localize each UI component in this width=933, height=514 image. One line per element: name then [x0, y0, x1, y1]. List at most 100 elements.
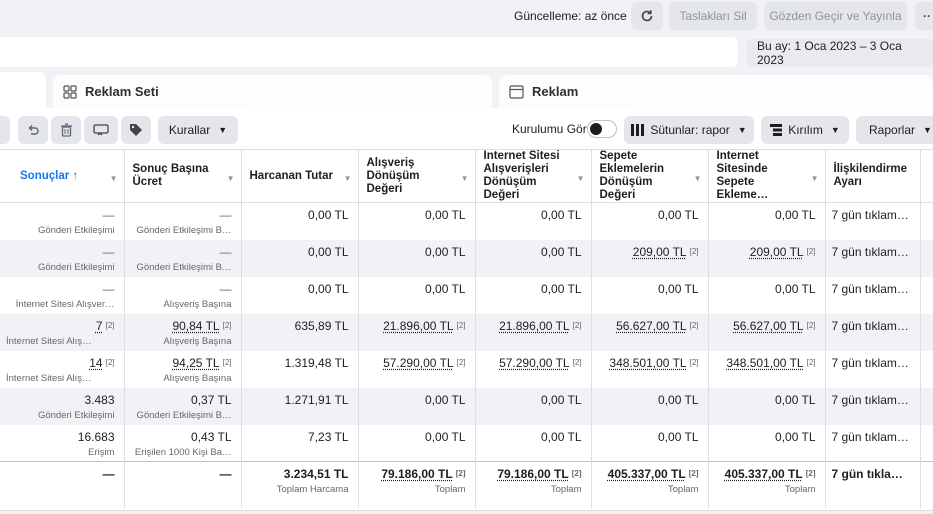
table-row[interactable]: — Gönderi Etkileşimi — Gönderi Etkileşimi … — [0, 202, 933, 240]
column-resize-handle[interactable] — [920, 150, 933, 203]
chevron-down-icon: ▼ — [923, 125, 932, 135]
row-end-cell — [920, 202, 933, 240]
tag-button[interactable] — [121, 116, 151, 144]
chevron-down-icon: ▼ — [218, 125, 228, 135]
search-input[interactable] — [0, 37, 738, 67]
ad-window-icon — [509, 84, 524, 99]
reports-label: Raporlar — [869, 123, 916, 137]
cost-per-result-cell: — Alışveriş Başına — [124, 276, 242, 314]
chevron-down-icon[interactable]: ▼ — [109, 174, 118, 183]
delete-drafts-button[interactable]: Taslakları Sil — [669, 2, 757, 30]
view-setup-label: Kurulumu Gör — [512, 122, 587, 136]
ab-test-icon — [93, 124, 109, 136]
web-atc-value-cell: 0,00 TL — [708, 424, 826, 462]
spend-cell: 0,00 TL — [241, 239, 359, 277]
atc-value-cell: 0,00 TL — [591, 276, 709, 314]
results-cell: 16.683 Erişim — [0, 424, 125, 462]
atc-value-cell[interactable]: 348.501,00 TL [2] — [591, 350, 709, 388]
attribution-cell: 7 gün tıklama… — [825, 350, 921, 388]
chevron-down-icon[interactable]: ▼ — [226, 174, 235, 183]
view-setup-toggle[interactable] — [587, 120, 617, 138]
row-end-cell — [920, 424, 933, 462]
total-cost-per-result-cell: — — [124, 461, 242, 508]
columns-label: Sütunlar: rapor — [650, 123, 730, 137]
tag-icon — [130, 124, 142, 136]
column-header-attribution[interactable]: İlişkilendirme Ayarı — [825, 150, 921, 203]
totals-row: — — 3.234,51 TL Toplam Harcama 79.186,00 … — [0, 461, 933, 508]
atc-value-cell[interactable]: 209,00 TL [2] — [591, 239, 709, 277]
table-row[interactable]: — Gönderi Etkileşimi — Gönderi Etkileşimi … — [0, 239, 933, 277]
row-end-cell — [920, 276, 933, 314]
spend-cell: 635,89 TL — [241, 313, 359, 351]
purchase-value-cell[interactable]: 21.896,00 TL [2] — [358, 313, 476, 351]
chevron-down-icon[interactable]: ▼ — [343, 174, 352, 183]
column-header-web-add-to-cart[interactable]: İnternet Sitesinde Sepete Ekleme… ▼ — [708, 150, 826, 203]
total-attribution-cell: 7 gün tıklama … — [825, 461, 921, 508]
row-end-cell — [920, 313, 933, 351]
purchase-value-cell: 0,00 TL — [358, 387, 476, 425]
column-header-amount-spent[interactable]: Harcanan Tutar ▼ — [241, 150, 359, 203]
web-purchase-value-cell[interactable]: 57.290,00 TL [2] — [475, 350, 592, 388]
attribution-cell: 7 gün tıklama… — [825, 239, 921, 277]
purchase-value-cell[interactable]: 57.290,00 TL [2] — [358, 350, 476, 388]
web-atc-value-cell[interactable]: 209,00 TL [2] — [708, 239, 826, 277]
breakdown-button[interactable]: Kırılım ▼ — [761, 116, 849, 144]
breakdown-icon — [770, 124, 783, 136]
tab-ads-label: Reklam — [532, 84, 579, 99]
results-cell[interactable]: 14 [2] İnternet Sitesi Alış… — [0, 350, 125, 388]
column-header-results[interactable]: Sonuçlar ↑ ▼ — [0, 150, 125, 203]
column-header-web-purchase-value[interactable]: İnternet Sitesi Alışverişleri Dönüşüm De… — [475, 150, 592, 203]
tab-campaigns[interactable] — [0, 72, 46, 108]
web-atc-value-cell[interactable]: 348.501,00 TL [2] — [708, 350, 826, 388]
toggle-knob — [590, 123, 602, 135]
chevron-down-icon: ▼ — [737, 125, 747, 135]
delete-button[interactable] — [51, 116, 81, 144]
level-tabs: Reklam Seti Reklam — [0, 72, 933, 108]
columns-button[interactable]: Sütunlar: rapor ▼ — [624, 116, 754, 144]
filter-bar: Bu ay: 1 Oca 2023 – 3 Oca 2023 ▼ — [0, 34, 933, 72]
atc-value-cell: 0,00 TL — [591, 202, 709, 240]
web-atc-value-cell: 0,00 TL — [708, 202, 826, 240]
row-end-cell — [920, 461, 933, 508]
column-header-purchase-value[interactable]: Alışveriş Dönüşüm Değeri ▼ — [358, 150, 476, 203]
web-purchase-value-cell[interactable]: 21.896,00 TL [2] — [475, 313, 592, 351]
results-cell: — İnternet Sitesi Alışver… — [0, 276, 125, 314]
attribution-cell: 7 gün tıklama… — [825, 424, 921, 462]
chevron-down-icon[interactable]: ▼ — [576, 174, 585, 183]
date-range-picker[interactable]: Bu ay: 1 Oca 2023 – 3 Oca 2023 ▼ — [746, 39, 933, 67]
more-options-button[interactable]: ·· — [915, 2, 933, 30]
column-header-add-to-cart-value[interactable]: Sepete Eklemelerin Dönüşüm Değeri ▼ — [591, 150, 709, 203]
chevron-down-icon[interactable]: ▼ — [810, 174, 819, 183]
column-header-cost-per-result[interactable]: Sonuç Başına Ücret ▼ — [124, 150, 242, 203]
reports-button[interactable]: Raporlar ▼ — [856, 116, 933, 144]
refresh-button[interactable] — [631, 2, 663, 30]
edit-button[interactable] — [0, 116, 10, 144]
total-atc-value-cell[interactable]: 405.337,00 TL [2] Toplam — [591, 461, 709, 508]
atc-value-cell[interactable]: 56.627,00 TL [2] — [591, 313, 709, 351]
tab-ad-sets[interactable]: Reklam Seti — [53, 75, 492, 108]
results-cell[interactable]: 7 [2] İnternet Sitesi Alış… — [0, 313, 125, 351]
table-row[interactable]: 14 [2] İnternet Sitesi Alış… 94,25 TL [2] Al… — [0, 350, 933, 388]
results-table: Sonuçlar ↑ ▼ Sonuç Başına Ücret ▼ Harcanan… — [0, 150, 933, 512]
columns-icon — [631, 124, 645, 136]
web-purchase-value-cell: 0,00 TL — [475, 202, 592, 240]
total-web-purchase-value-cell[interactable]: 79.186,00 TL [2] Toplam — [475, 461, 592, 508]
cost-per-result-cell[interactable]: 94,25 TL [2] Alışveriş Başına — [124, 350, 242, 388]
table-row[interactable]: — İnternet Sitesi Alışver… — Alışveriş Baş… — [0, 276, 933, 314]
total-purchase-value-cell[interactable]: 79.186,00 TL [2] Toplam — [358, 461, 476, 508]
chevron-down-icon[interactable]: ▼ — [460, 174, 469, 183]
web-atc-value-cell[interactable]: 56.627,00 TL [2] — [708, 313, 826, 351]
table-row[interactable]: 3.483 Gönderi Etkileşimi 0,37 TL Gönderi E… — [0, 387, 933, 425]
table-row[interactable]: 16.683 Erişim 0,43 TL Erişilen 1000 Kişi B… — [0, 424, 933, 462]
review-publish-button[interactable]: Gözden Geçir ve Yayınla — [764, 2, 907, 30]
total-web-atc-value-cell[interactable]: 405.337,00 TL [2] Toplam — [708, 461, 826, 508]
attribution-cell: 7 gün tıklama… — [825, 313, 921, 351]
ab-test-button[interactable] — [84, 116, 118, 144]
undo-button[interactable] — [18, 116, 48, 144]
table-row[interactable]: 7 [2] İnternet Sitesi Alış… 90,84 TL [2] Alı… — [0, 313, 933, 351]
tab-ads[interactable]: Reklam — [499, 75, 933, 108]
chevron-down-icon[interactable]: ▼ — [693, 174, 702, 183]
top-bar: Güncelleme: az önce Taslakları Sil Gözde… — [0, 0, 933, 34]
cost-per-result-cell[interactable]: 90,84 TL [2] Alışveriş Başına — [124, 313, 242, 351]
rules-button[interactable]: Kurallar ▼ — [158, 116, 238, 144]
